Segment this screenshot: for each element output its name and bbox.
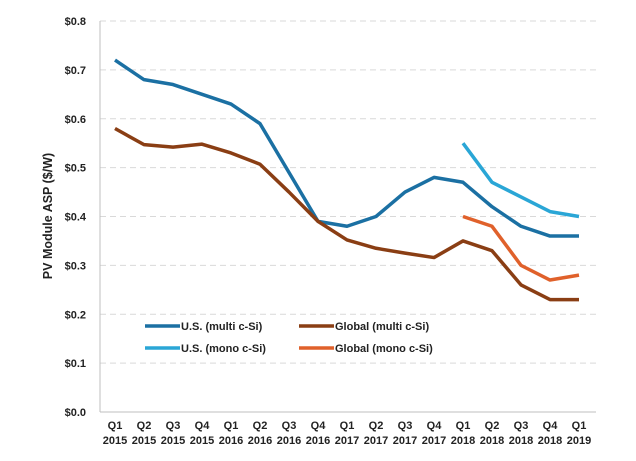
x-tick-label: Q3 [398,420,413,432]
x-tick-label: Q1 [340,420,355,432]
x-tick-label: 2017 [393,435,417,447]
x-tick-label: 2018 [480,435,504,447]
x-tick-label: Q1 [108,420,123,432]
x-tick-label: 2015 [190,435,214,447]
x-tick-label: Q2 [137,420,152,432]
x-tick-label: Q3 [166,420,181,432]
y-axis-label: PV Module ASP ($/W) [41,153,55,279]
legend-label: Global (multi c-Si) [335,321,429,333]
x-tick-label: 2016 [248,435,272,447]
x-tick-label: Q3 [514,420,529,432]
x-tick-label: Q4 [311,420,327,432]
x-tick-label: Q4 [427,420,443,432]
y-tick-label: $0.1 [65,358,86,370]
x-tick-label: 2016 [277,435,301,447]
y-tick-label: $0.2 [65,309,86,321]
x-tick-label: 2016 [219,435,243,447]
x-tick-label: 2015 [103,435,127,447]
y-tick-label: $0.6 [65,114,86,126]
y-tick-label: $0.3 [65,260,86,272]
x-tick-label: 2016 [306,435,330,447]
y-tick-label: $0.5 [65,163,86,175]
x-tick-label: Q4 [543,420,559,432]
series-line-1 [114,126,579,302]
legend-label: U.S. (mono c-Si) [181,343,266,355]
x-tick-label: 2018 [509,435,533,447]
x-tick-label: Q4 [195,420,211,432]
x-tick-label: Q3 [282,420,297,432]
legend-label: U.S. (multi c-Si) [181,321,263,333]
y-tick-label: $0.4 [65,212,87,224]
series-line-3 [462,214,580,282]
x-tick-label: 2019 [567,435,591,447]
x-tick-label: 2017 [335,435,359,447]
x-tick-label: 2017 [364,435,388,447]
x-tick-label: Q1 [224,420,239,432]
y-tick-label: $0.0 [65,407,86,419]
x-tick-label: Q1 [456,420,471,432]
x-tick-label: 2018 [538,435,562,447]
x-tick-label: Q2 [369,420,384,432]
x-tick-label: Q2 [485,420,500,432]
y-tick-label: $0.7 [65,65,86,77]
x-tick-label: 2015 [132,435,156,447]
x-tick-label: Q1 [572,420,587,432]
x-tick-label: Q2 [253,420,268,432]
y-tick-label: $0.8 [65,16,86,28]
legend-label: Global (mono c-Si) [335,343,433,355]
series-line-2 [461,142,580,219]
x-tick-label: 2018 [451,435,475,447]
x-tick-label: 2017 [422,435,446,447]
series-line-0 [114,58,579,238]
x-tick-label: 2015 [161,435,185,447]
